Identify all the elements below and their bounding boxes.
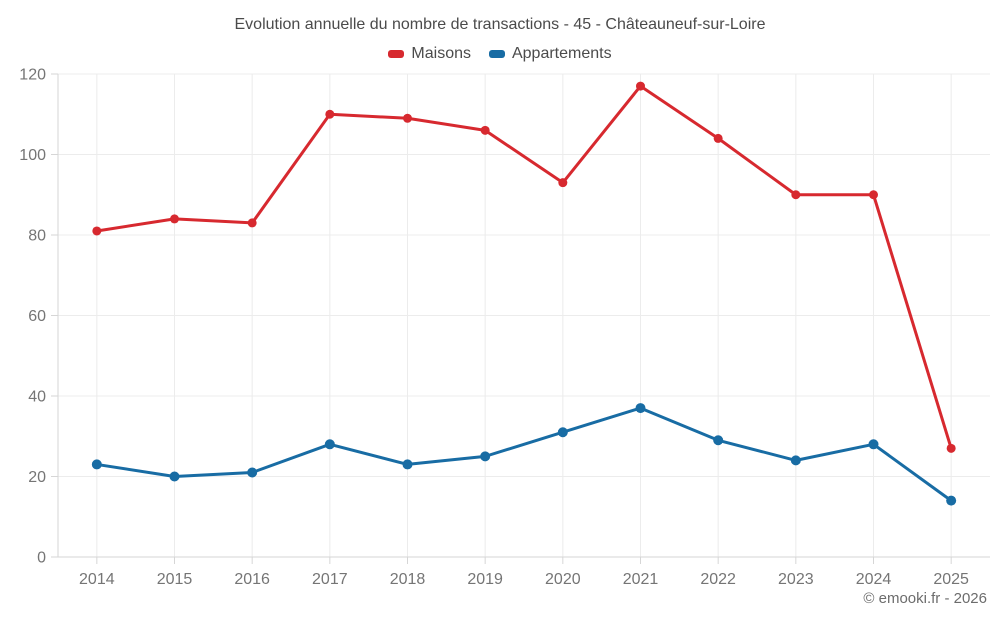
legend-item-appartements[interactable]: Appartements — [488, 45, 612, 63]
data-point-maisons — [170, 214, 179, 224]
data-point-appartements — [247, 467, 258, 478]
data-point-appartements — [946, 495, 957, 506]
data-point-maisons — [636, 81, 645, 91]
legend-item-maisons[interactable]: Maisons — [388, 45, 471, 63]
data-point-appartements — [557, 427, 568, 438]
chart-title: Evolution annuelle du nombre de transact… — [234, 16, 766, 33]
data-point-maisons — [869, 190, 878, 200]
data-point-maisons — [325, 109, 335, 119]
maisons-swatch-icon — [388, 50, 405, 58]
data-point-appartements — [480, 451, 491, 462]
data-point-maisons — [247, 218, 257, 228]
data-point-maisons — [480, 125, 490, 135]
y-tick-label: 100 — [19, 147, 46, 164]
data-point-maisons — [946, 443, 956, 453]
y-tick-label: 120 — [19, 67, 46, 84]
x-tick-label: 2018 — [390, 571, 426, 588]
y-tick-label: 20 — [28, 469, 46, 486]
y-tick-label: 0 — [37, 550, 46, 567]
series-line-appartements — [95, 406, 953, 503]
data-point-maisons — [92, 226, 102, 236]
y-tick-label: 60 — [28, 308, 46, 325]
data-point-maisons — [403, 113, 412, 123]
x-tick-label: 2016 — [234, 571, 270, 588]
legend-label-maisons: Maisons — [411, 45, 471, 62]
y-tick-label: 80 — [28, 228, 46, 245]
copyright-footer: © emooki.fr - 2026 — [863, 590, 987, 607]
x-tick-label: 2021 — [623, 571, 659, 588]
data-point-maisons — [713, 133, 723, 143]
data-point-appartements — [790, 455, 801, 466]
x-tick-label: 2024 — [856, 571, 892, 588]
x-tick-label: 2014 — [79, 571, 115, 588]
x-tick-label: 2015 — [157, 571, 193, 588]
x-tick-label: 2023 — [778, 571, 814, 588]
x-tick-label: 2019 — [467, 571, 503, 588]
data-point-appartements — [713, 435, 724, 446]
data-point-appartements — [169, 471, 180, 482]
legend-label-appartements: Appartements — [511, 45, 612, 62]
data-point-appartements — [91, 459, 102, 470]
x-tick-label: 2017 — [312, 571, 348, 588]
x-tick-label: 2020 — [545, 571, 581, 588]
data-point-appartements — [868, 439, 879, 450]
x-tick-label: 2025 — [933, 571, 969, 588]
y-tick-label: 40 — [28, 389, 46, 406]
data-point-appartements — [324, 439, 335, 450]
data-point-appartements — [635, 403, 646, 414]
appartements-swatch-icon — [488, 50, 505, 58]
x-tick-label: 2022 — [700, 571, 736, 588]
series-line-maisons — [95, 84, 953, 450]
data-point-maisons — [791, 190, 801, 200]
data-point-maisons — [558, 178, 568, 188]
chart-legend: Maisons Appartements — [0, 45, 1000, 63]
data-point-appartements — [402, 459, 413, 470]
